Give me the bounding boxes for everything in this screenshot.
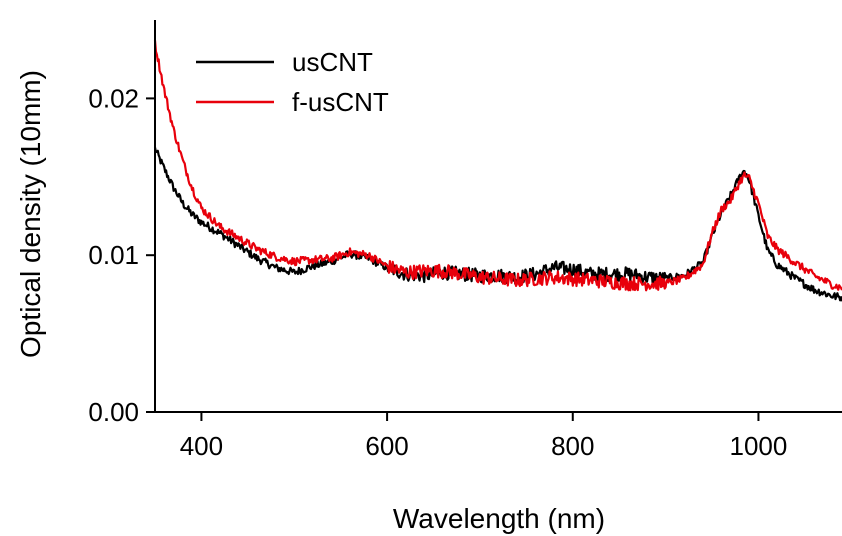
y-tick-label-0.02: 0.02 bbox=[88, 83, 139, 113]
series-line-usCNT bbox=[153, 147, 842, 302]
x-tick-label-1000: 1000 bbox=[730, 431, 788, 461]
x-tick-label-600: 600 bbox=[365, 431, 408, 461]
legend-label-usCNT: usCNT bbox=[292, 47, 373, 77]
legend: usCNT f-usCNT bbox=[196, 47, 389, 117]
y-tick-label-0.00: 0.00 bbox=[88, 397, 139, 427]
legend-label-f-usCNT: f-usCNT bbox=[292, 87, 389, 117]
axes-layer: 400 600 800 1000 0.00 0.01 0.02 bbox=[88, 20, 842, 461]
series-layer bbox=[153, 40, 842, 302]
y-tick-label-0.01: 0.01 bbox=[88, 240, 139, 270]
x-tick-label-400: 400 bbox=[180, 431, 223, 461]
x-axis-title: Wavelength (nm) bbox=[393, 503, 605, 534]
y-axis-title: Optical density (10mm) bbox=[15, 70, 46, 358]
x-tick-label-800: 800 bbox=[551, 431, 594, 461]
series-line-f-usCNT bbox=[153, 40, 842, 292]
